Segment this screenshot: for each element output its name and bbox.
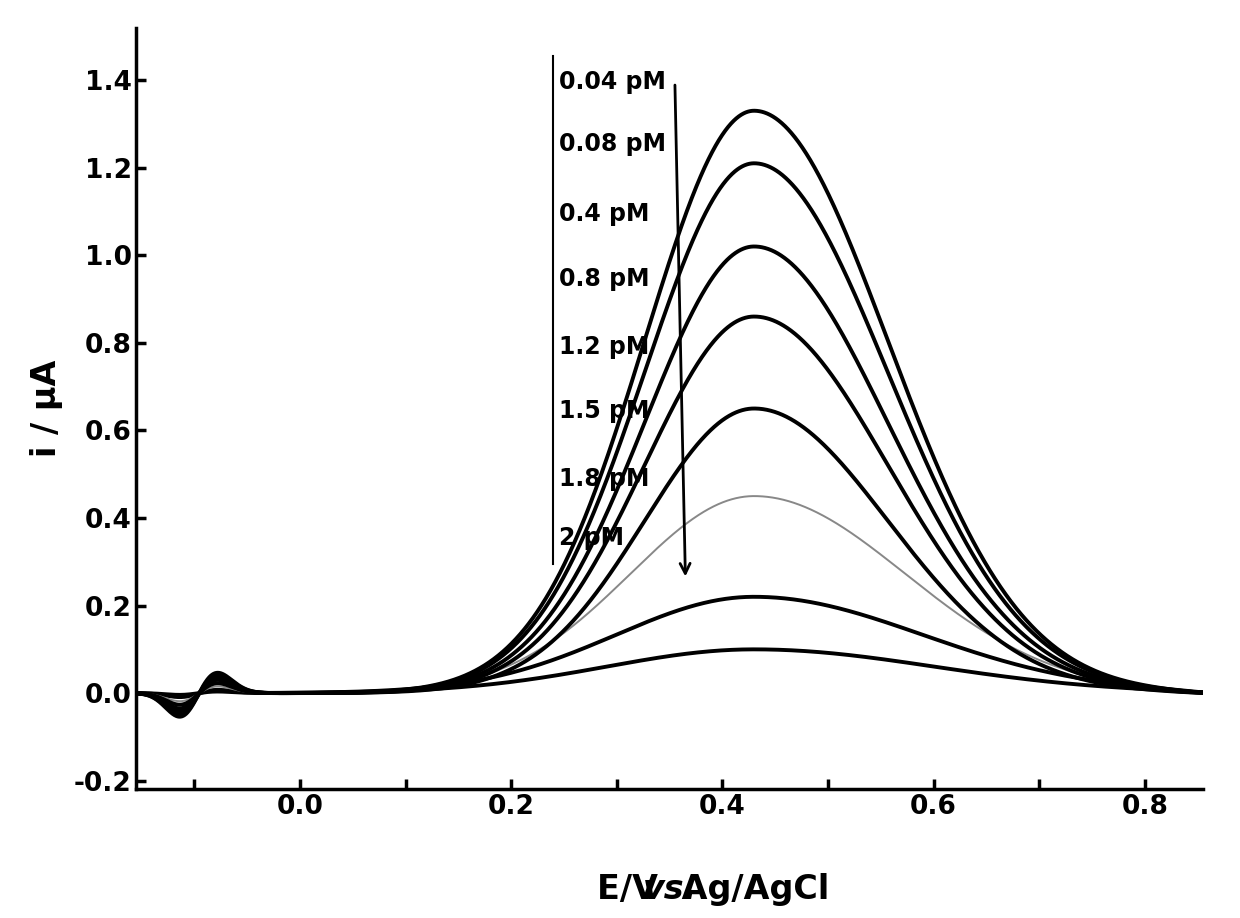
Text: 2 pM: 2 pM [559, 526, 624, 550]
Text: 0.04 pM: 0.04 pM [559, 71, 666, 95]
Text: vs.: vs. [642, 873, 697, 906]
Y-axis label: i / μA: i / μA [30, 360, 63, 457]
Text: Ag/AgCl: Ag/AgCl [670, 873, 828, 906]
Text: E/V: E/V [596, 873, 670, 906]
Text: 0.8 pM: 0.8 pM [559, 267, 650, 291]
Text: 1.8 pM: 1.8 pM [559, 466, 649, 490]
Text: 1.5 pM: 1.5 pM [559, 398, 649, 422]
Text: 0.4 pM: 0.4 pM [559, 202, 649, 226]
Text: 1.2 pM: 1.2 pM [559, 335, 649, 359]
Text: 0.08 pM: 0.08 pM [559, 131, 666, 155]
